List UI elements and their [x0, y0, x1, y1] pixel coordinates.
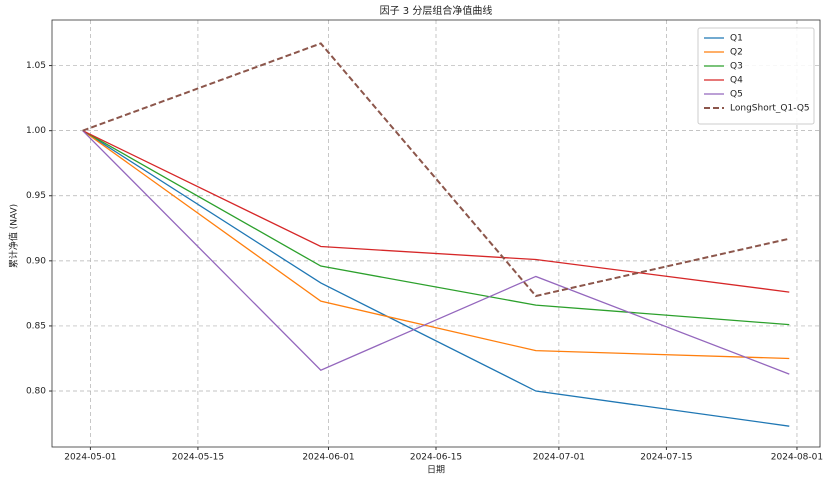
series-line	[82, 130, 790, 375]
y-tick-label: 1.05	[26, 61, 46, 71]
x-tick-label: 2024-07-15	[640, 453, 692, 463]
x-tick-label: 2024-08-01	[771, 453, 823, 463]
legend-label: Q2	[730, 48, 743, 58]
plot-frame	[51, 19, 821, 448]
series-line	[82, 130, 790, 360]
legend-box	[697, 27, 815, 125]
series-line	[82, 42, 790, 298]
y-tick-label: 0.90	[26, 256, 46, 266]
legend-label: Q1	[730, 34, 743, 44]
x-tick-label: 2024-06-15	[410, 453, 462, 463]
y-tick-label: 0.95	[26, 191, 46, 201]
x-axis-label: 日期	[427, 465, 445, 476]
legend-label: Q4	[730, 76, 743, 86]
y-axis-label: 累计净值 (NAV)	[8, 204, 20, 268]
legend-label: LongShort_Q1-Q5	[730, 104, 810, 114]
y-tick-label: 0.85	[26, 321, 46, 331]
x-tick-label: 2024-07-01	[533, 453, 585, 463]
series-line	[82, 130, 790, 326]
x-tick-label: 2024-05-15	[172, 453, 224, 463]
y-tick-label: 1.00	[26, 126, 46, 136]
y-tick-label: 0.80	[26, 387, 46, 397]
x-tick-label: 2024-06-01	[302, 453, 354, 463]
legend-label: Q3	[730, 62, 743, 72]
chart-title: 因子 3 分层组合净值曲线	[380, 4, 493, 17]
x-tick-label: 2024-05-01	[64, 453, 116, 463]
legend-label: Q5	[730, 90, 743, 100]
series-line	[82, 130, 790, 293]
series-line	[82, 130, 790, 427]
